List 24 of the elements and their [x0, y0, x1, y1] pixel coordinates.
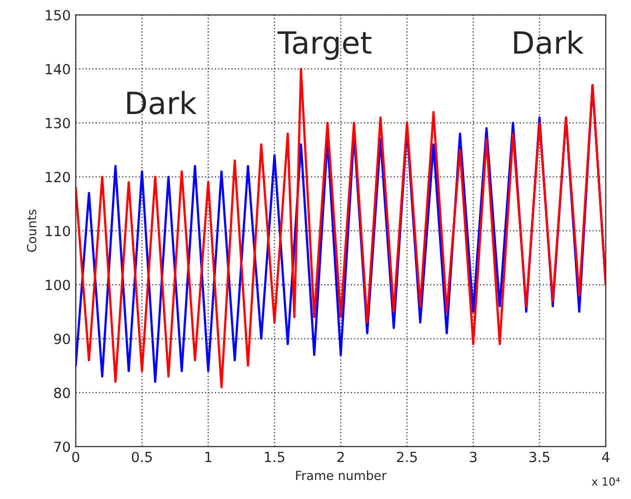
- x-tick-label: 2: [337, 452, 344, 462]
- y-tick-label: 130: [46, 118, 70, 128]
- x-tick-label: 2.5: [396, 452, 417, 462]
- y-axis-title: Counts: [26, 210, 36, 252]
- x-tick-label: 3.5: [530, 452, 550, 462]
- x-axis-title: Frame number: [296, 470, 387, 480]
- x-tick-label: 0.5: [132, 452, 152, 462]
- x-tick-label: 1.5: [264, 452, 284, 462]
- annotation: Target: [277, 31, 372, 60]
- y-tick-label: 140: [46, 64, 70, 74]
- text: x 10⁴: [592, 477, 620, 486]
- x-tick-label: 0: [72, 452, 80, 462]
- y-tick-label: 120: [46, 172, 70, 182]
- x-tick-label: 3: [470, 452, 477, 462]
- y-tick-label: 110: [46, 226, 70, 236]
- y-tick-label: 90: [54, 334, 70, 344]
- x-tick-label: 1: [205, 452, 212, 462]
- x-tick-label: 4: [602, 452, 610, 462]
- y-tick-label: 100: [46, 280, 70, 290]
- annotation: Dark: [127, 90, 197, 114]
- annotation: Dark: [514, 30, 584, 54]
- y-tick-label: 70: [54, 442, 70, 452]
- y-tick-label: 150: [46, 10, 70, 20]
- y-tick-label: 80: [54, 388, 70, 398]
